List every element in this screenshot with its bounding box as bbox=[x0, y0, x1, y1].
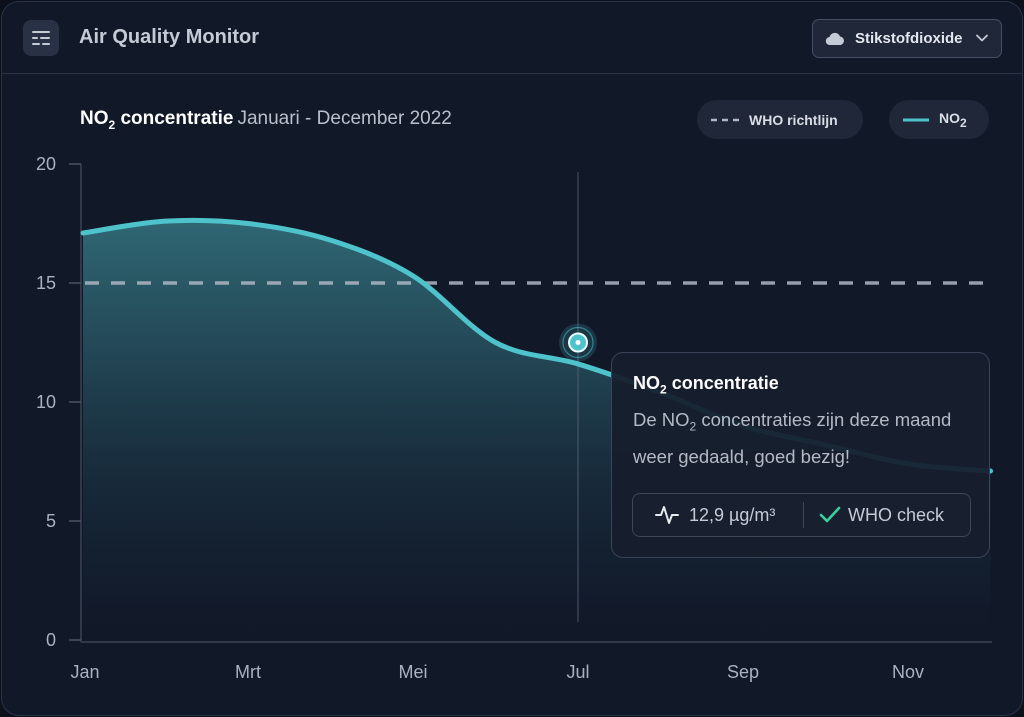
legend-no2[interactable]: NO2 bbox=[889, 100, 989, 139]
tooltip-who-check: WHO check bbox=[804, 505, 944, 526]
x-tick-label: Jan bbox=[70, 662, 99, 682]
chevron-down-icon bbox=[976, 34, 988, 42]
legend-who[interactable]: WHO richtlijn bbox=[697, 100, 863, 139]
highlight-ring bbox=[562, 326, 594, 359]
pollutant-select-label: Stikstofdioxide bbox=[855, 30, 963, 47]
cloud-icon bbox=[825, 32, 844, 45]
x-tick-label: Jul bbox=[566, 662, 589, 682]
list-menu-icon bbox=[32, 31, 50, 45]
legend-who-label: WHO richtlijn bbox=[749, 111, 838, 128]
tooltip-stats: 12,9 µg/m³ WHO check bbox=[632, 493, 971, 537]
tooltip-divider bbox=[803, 502, 804, 528]
pulse-icon bbox=[655, 506, 679, 524]
tooltip-text: De NO2 concentraties zijn deze maand wee… bbox=[633, 409, 952, 467]
menu-button[interactable] bbox=[23, 20, 59, 56]
tooltip: NO2 concentratie De NO2 concentraties zi… bbox=[611, 352, 990, 558]
x-tick-label: Nov bbox=[892, 662, 924, 682]
check-icon bbox=[819, 506, 841, 523]
x-tick-label: Mrt bbox=[235, 662, 261, 682]
highlight-center bbox=[575, 340, 581, 345]
y-tick-label: 10 bbox=[36, 392, 56, 412]
pollutant-select[interactable]: Stikstofdioxide bbox=[812, 19, 1002, 58]
tooltip-value: 12,9 µg/m³ bbox=[633, 505, 803, 526]
y-tick-label: 15 bbox=[36, 273, 56, 293]
chart-title: NO2 concentratie Januari - December 2022 bbox=[80, 108, 452, 132]
solid-line-icon bbox=[903, 118, 929, 121]
dashed-line-icon bbox=[711, 118, 739, 121]
y-tick-label: 5 bbox=[46, 511, 56, 531]
y-tick-label: 0 bbox=[46, 630, 56, 650]
tooltip-title: NO2 concentratie bbox=[633, 373, 779, 397]
x-tick-label: Mei bbox=[398, 662, 427, 682]
app-title: Air Quality Monitor bbox=[79, 26, 259, 48]
x-tick-label: Sep bbox=[727, 662, 759, 682]
chart-title-period: Januari - December 2022 bbox=[237, 108, 452, 129]
chart-title-main: NO2 concentratie bbox=[80, 108, 234, 132]
y-tick-label: 20 bbox=[36, 154, 56, 174]
legend-no2-label: NO2 bbox=[939, 109, 967, 130]
header: Air Quality Monitor Stikstofdioxide bbox=[2, 2, 1022, 74]
